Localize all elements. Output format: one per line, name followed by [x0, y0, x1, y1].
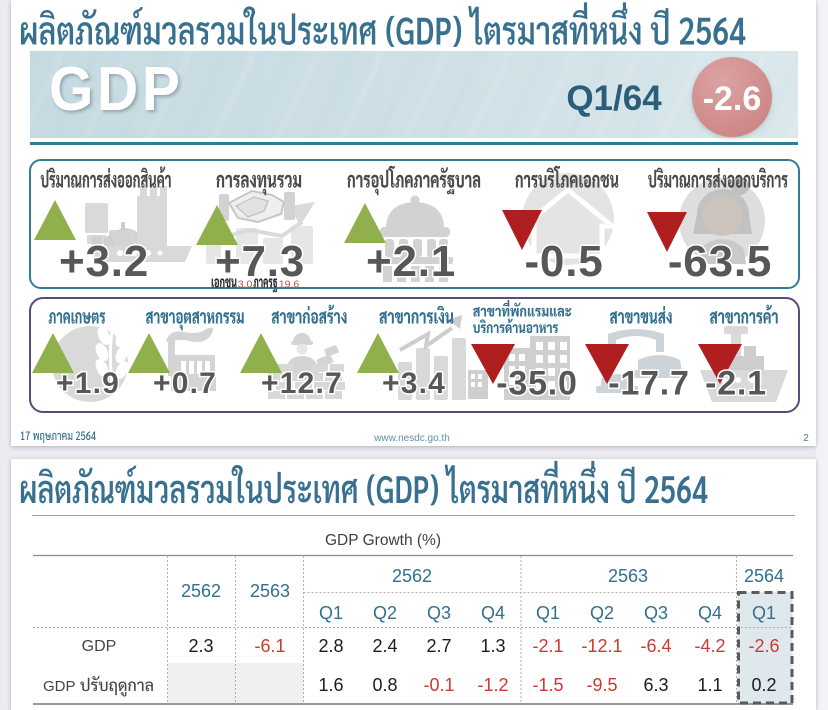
- svg-text:1.6: 1.6: [318, 675, 343, 695]
- svg-text:-17.7: -17.7: [608, 365, 690, 403]
- svg-text:2.4: 2.4: [372, 636, 397, 656]
- svg-text:-1.5: -1.5: [532, 675, 563, 695]
- svg-text:-4.2: -4.2: [694, 636, 725, 656]
- svg-text:2.3: 2.3: [188, 636, 213, 656]
- svg-text:Q1: Q1: [752, 603, 776, 623]
- svg-text:+12.7: +12.7: [261, 367, 343, 400]
- svg-text:-12.1: -12.1: [581, 636, 622, 656]
- svg-text:1.3: 1.3: [480, 636, 505, 656]
- svg-text:GDP Growth (%): GDP Growth (%): [325, 532, 441, 549]
- svg-text:Q1: Q1: [536, 603, 560, 623]
- svg-text:Q1: Q1: [319, 603, 343, 623]
- svg-text:-63.5: -63.5: [668, 237, 772, 286]
- svg-text:-6.1: -6.1: [254, 636, 285, 656]
- svg-text:3.0: 3.0: [238, 279, 253, 291]
- svg-text:2562: 2562: [181, 581, 221, 601]
- svg-text:Q3: Q3: [427, 603, 451, 623]
- svg-text:-2.6: -2.6: [748, 636, 779, 656]
- svg-text:+2.1: +2.1: [366, 237, 456, 286]
- svg-text:6.3: 6.3: [643, 675, 668, 695]
- svg-text:GDP: GDP: [82, 638, 117, 655]
- svg-text:-0.5: -0.5: [524, 237, 603, 286]
- svg-text:2: 2: [803, 433, 809, 444]
- svg-text:-0.1: -0.1: [423, 675, 454, 695]
- svg-text:2563: 2563: [250, 581, 290, 601]
- svg-text:-2.1: -2.1: [705, 365, 767, 403]
- svg-text:+7.3: +7.3: [215, 237, 305, 286]
- svg-text:-2.6: -2.6: [703, 80, 762, 118]
- svg-text:19.6: 19.6: [279, 279, 300, 291]
- svg-text:Q2: Q2: [590, 603, 614, 623]
- svg-text:GDP: GDP: [43, 678, 76, 695]
- svg-text:2564: 2564: [744, 566, 784, 586]
- svg-text:Q3: Q3: [644, 603, 668, 623]
- svg-text:2.8: 2.8: [318, 636, 343, 656]
- svg-text:Q4: Q4: [481, 603, 505, 623]
- svg-text:+0.7: +0.7: [153, 367, 217, 400]
- svg-text:1.1: 1.1: [697, 675, 722, 695]
- svg-text:-2.1: -2.1: [532, 636, 563, 656]
- svg-text:-6.4: -6.4: [640, 636, 671, 656]
- svg-text:GDP: GDP: [49, 54, 184, 124]
- svg-text:Q1/64: Q1/64: [566, 79, 662, 118]
- svg-text:Q2: Q2: [373, 603, 397, 623]
- svg-text:Q4: Q4: [698, 603, 722, 623]
- svg-text:+3.2: +3.2: [59, 237, 149, 286]
- svg-text:+3.4: +3.4: [382, 367, 446, 400]
- svg-text:0.8: 0.8: [372, 675, 397, 695]
- svg-text:-1.2: -1.2: [477, 675, 508, 695]
- svg-text:0.2: 0.2: [751, 675, 776, 695]
- svg-text:-35.0: -35.0: [496, 365, 578, 403]
- svg-text:2562: 2562: [392, 566, 432, 586]
- svg-text:+1.9: +1.9: [56, 367, 120, 400]
- svg-text:-9.5: -9.5: [586, 675, 617, 695]
- svg-text:2.7: 2.7: [426, 636, 451, 656]
- svg-text:www.nesdc.go.th: www.nesdc.go.th: [373, 433, 450, 444]
- svg-text:2563: 2563: [608, 566, 648, 586]
